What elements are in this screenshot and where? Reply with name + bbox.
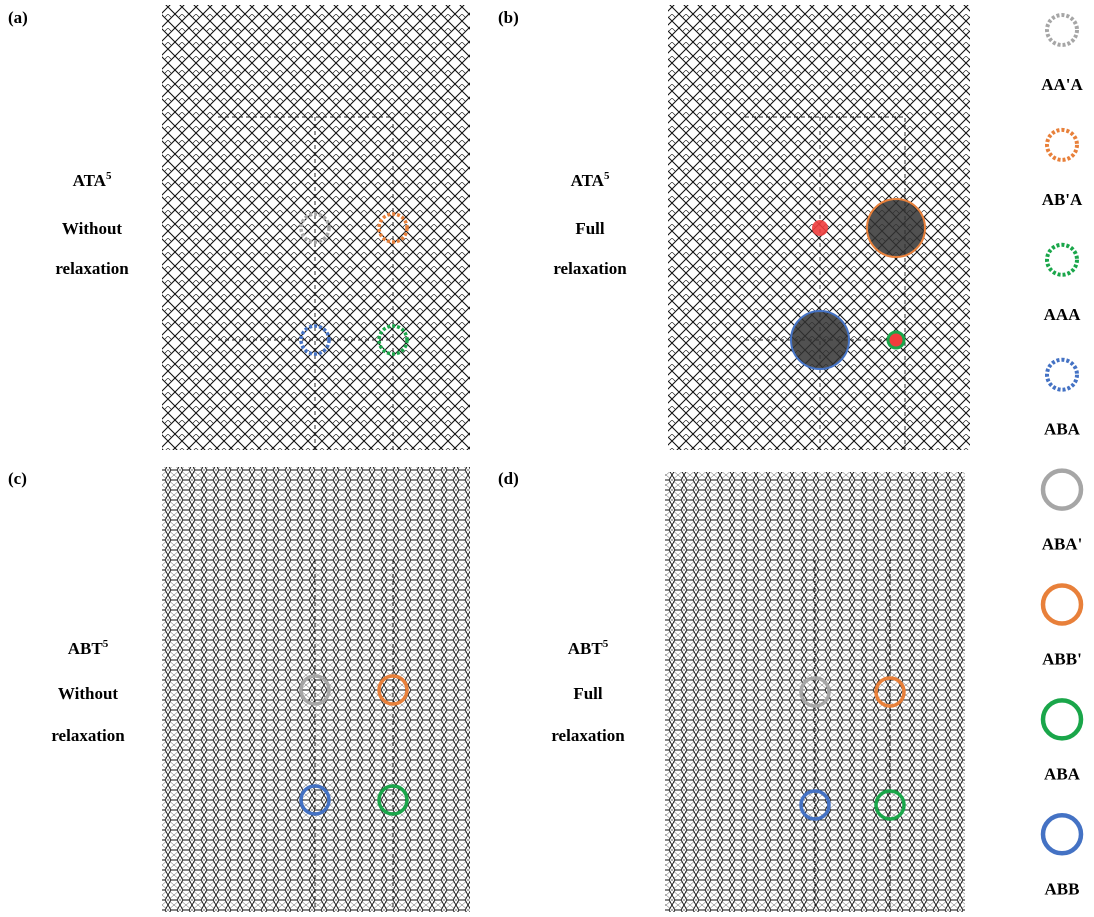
legend-swatch [1047, 130, 1077, 160]
legend-label: AA'A [1041, 75, 1083, 94]
condition: Full [575, 219, 605, 238]
condition: relaxation [51, 726, 125, 745]
legend-label: AB'A [1042, 190, 1083, 209]
superscript: 5 [603, 638, 609, 650]
legend-swatch [1043, 700, 1081, 738]
panel-label: (d) [498, 469, 519, 488]
structure: ATA5 [571, 170, 610, 190]
superscript: 5 [106, 170, 112, 182]
superscript: 5 [604, 170, 610, 182]
condition: Without [58, 684, 118, 703]
panel-label: (c) [8, 469, 27, 488]
structure: ABT5 [568, 638, 609, 658]
lattice-a [162, 5, 470, 450]
legend-swatch [1043, 815, 1081, 853]
legend: AA'A AB'A AAA ABA ABA' ABB' ABA ABB [1041, 15, 1083, 898]
legend-swatch [1043, 586, 1081, 624]
structure-name: ATA [571, 171, 605, 190]
figure: (a) ATA5 Without relaxation (b) ATA5 Ful… [0, 0, 1094, 917]
legend-label: AAA [1044, 305, 1082, 324]
page: {"panels": [ {"label": "(a)", "structure… [0, 0, 1094, 917]
legend-label: ABA [1044, 420, 1081, 439]
superscript: 5 [103, 638, 109, 650]
condition: relaxation [553, 259, 627, 278]
legend-label: ABA' [1042, 535, 1083, 554]
legend-label: ABA [1044, 764, 1081, 783]
condition: relaxation [551, 726, 625, 745]
structure-name: ABT [568, 639, 604, 658]
condition: relaxation [55, 259, 129, 278]
structure: ATA5 [73, 170, 112, 190]
legend-swatch [1047, 360, 1077, 390]
panel-label: (b) [498, 8, 519, 27]
legend-label: ABB [1045, 879, 1080, 898]
legend-label: ABB' [1042, 650, 1082, 669]
structure-name: ABT [68, 639, 104, 658]
structure-name: ATA [73, 171, 107, 190]
legend-swatch [1047, 15, 1077, 45]
lattice-d [665, 472, 965, 912]
legend-swatch [1047, 245, 1077, 275]
panel-label: (a) [8, 8, 28, 27]
structure: ABT5 [68, 638, 109, 658]
condition: Full [573, 684, 603, 703]
condition: Without [62, 219, 122, 238]
lattice-c [162, 467, 470, 912]
legend-swatch [1043, 471, 1081, 509]
